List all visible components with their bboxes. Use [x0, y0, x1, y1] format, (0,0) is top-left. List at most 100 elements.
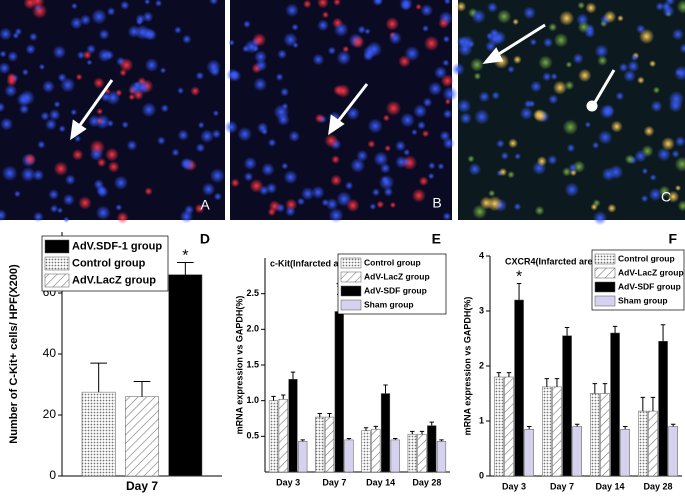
- cell: [442, 59, 450, 67]
- cell: [230, 178, 240, 188]
- cell: [98, 29, 110, 40]
- cell: [25, 44, 36, 55]
- cell: [630, 54, 638, 62]
- x-tick-label: Day 7: [126, 479, 158, 493]
- legend-label: AdV-SDF group: [618, 281, 681, 291]
- cell: [333, 0, 341, 6]
- cell: [346, 198, 360, 213]
- cell: [314, 113, 325, 124]
- cell: [105, 147, 119, 162]
- error-bar: [544, 378, 550, 387]
- cell: [367, 118, 383, 134]
- bar: [125, 396, 159, 477]
- cell: [300, 186, 315, 201]
- error-bar: [564, 327, 570, 336]
- cell: [209, 168, 225, 184]
- legend-swatch: [594, 253, 616, 265]
- cell: [411, 188, 426, 203]
- cell: [20, 167, 36, 182]
- cell: [115, 204, 123, 211]
- bar: [514, 299, 524, 477]
- cell: [252, 32, 267, 47]
- error-bar: [346, 437, 352, 440]
- y-tick-label: 1.5: [246, 359, 259, 369]
- cell: [655, 2, 665, 11]
- cell: [559, 10, 575, 26]
- cell: [321, 11, 329, 19]
- cell: [0, 27, 13, 41]
- cell: [468, 162, 482, 176]
- x-tick-label: Day 7: [550, 481, 574, 491]
- cell: [86, 59, 93, 66]
- cell: [177, 129, 189, 141]
- legend-swatch: [340, 299, 362, 311]
- cell: [564, 80, 575, 91]
- cell: [656, 147, 671, 162]
- cell: [6, 72, 17, 83]
- legend-swatch: [44, 239, 70, 254]
- cell: [536, 156, 548, 167]
- cell: [7, 51, 19, 62]
- cell: [592, 210, 608, 226]
- y-tick-label: 1.0: [246, 395, 259, 405]
- bar: [494, 376, 504, 477]
- cell: [96, 117, 103, 124]
- cell: [598, 130, 613, 145]
- cell: [584, 121, 592, 128]
- cell: [442, 212, 452, 221]
- cell: [373, 151, 389, 167]
- y-tick-label: 1: [479, 415, 484, 425]
- cell: [507, 65, 515, 74]
- cell: [427, 172, 435, 180]
- legend-label: Control group: [364, 257, 421, 267]
- cell: [32, 169, 45, 181]
- cell: [280, 87, 290, 97]
- cell: [213, 192, 222, 201]
- cell: [273, 104, 290, 121]
- cell: [371, 188, 381, 197]
- cell: [89, 147, 104, 162]
- error-bar: [592, 383, 598, 394]
- bar: [371, 428, 381, 473]
- cell: [331, 155, 340, 164]
- cell: [548, 94, 559, 105]
- cell: [330, 174, 342, 187]
- cell: [106, 7, 116, 16]
- bar: [572, 426, 582, 477]
- cell: [638, 28, 655, 45]
- bar: [268, 400, 279, 473]
- x-tick-label: Day 7: [322, 477, 346, 487]
- cell: [652, 86, 661, 94]
- cell: [71, 149, 84, 161]
- error-bar: [439, 439, 444, 442]
- cell: [578, 68, 592, 83]
- cell: [0, 209, 7, 222]
- legend-swatch: [340, 285, 362, 297]
- cell: [21, 68, 29, 76]
- cell: [197, 121, 205, 129]
- y-tick-label: 2.0: [246, 324, 259, 334]
- cell: [384, 144, 392, 152]
- cell: [624, 154, 635, 165]
- cell: [95, 205, 111, 221]
- bar: [168, 274, 203, 477]
- error-bar: [526, 426, 532, 430]
- cell: [566, 143, 576, 153]
- bar: [600, 393, 610, 477]
- annotation: *: [516, 269, 522, 286]
- bar: [361, 430, 371, 473]
- cell: [471, 9, 486, 24]
- legend-label: AdV.SDF-1 group: [72, 240, 162, 252]
- cell: [41, 80, 55, 94]
- bar: [315, 416, 325, 473]
- cell: [194, 203, 205, 214]
- cell: [159, 67, 167, 74]
- cell: [12, 32, 20, 39]
- error-bar: [612, 325, 618, 333]
- cell: [376, 200, 385, 209]
- bar: [390, 439, 400, 473]
- cell: [650, 100, 663, 113]
- error-bar: [650, 396, 656, 412]
- error-bar: [622, 426, 628, 430]
